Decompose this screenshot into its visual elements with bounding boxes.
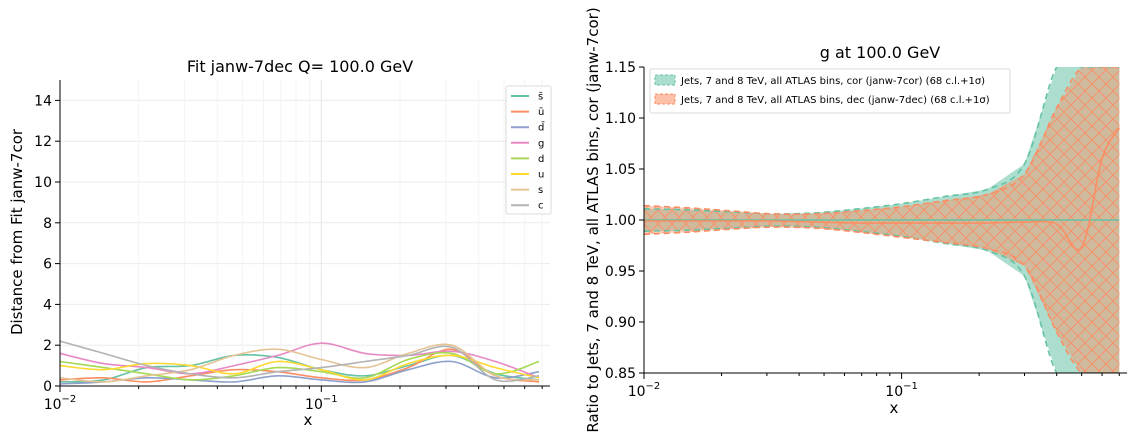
left-y-axis-label: Distance from Fit janw-7cor	[8, 128, 26, 335]
right-legend-swatch	[654, 74, 676, 86]
left-legend-label: u	[538, 170, 544, 181]
right-legend-label: Jets, 7 and 8 TeV, all ATLAS bins, dec (…	[680, 95, 990, 106]
left-x-axis-label: x	[304, 411, 313, 429]
left-legend-frame	[505, 85, 552, 215]
left-legend-label: s̄	[538, 92, 543, 103]
left-y-tick-label: 10	[34, 175, 52, 191]
right-y-tick-label: 0.95	[605, 264, 636, 280]
left-x-ticks: 10−2 10−1	[44, 386, 543, 413]
right-x-axis-label: x	[890, 399, 899, 417]
right-title: g at 100.0 GeV	[820, 43, 941, 62]
left-legend-label: c	[538, 201, 544, 212]
right-x-ticks: 10−2 10−1	[628, 373, 1120, 400]
left-y-tick-label: 14	[34, 93, 52, 109]
left-series-lines	[60, 340, 540, 385]
left-y-ticks: 0 2 4 6 8 10 12 14	[34, 93, 60, 395]
band-lower-edge-1	[644, 225, 1120, 373]
right-y-tick-label: 1.00	[605, 213, 636, 229]
right-y-axis-label: Ratio to Jets, 7 and 8 TeV, all ATLAS bi…	[584, 7, 602, 432]
left-y-tick-label: 0	[43, 379, 52, 395]
series-line-8	[60, 340, 540, 383]
left-legend-label: d̄	[538, 121, 544, 134]
right-legend-swatch	[654, 93, 676, 105]
right-legend: Jets, 7 and 8 TeV, all ATLAS bins, cor (…	[649, 68, 1011, 114]
band-upper-edge-2	[644, 67, 1120, 216]
right-y-tick-label: 0.90	[605, 315, 636, 331]
left-y-tick-label: 6	[43, 257, 52, 273]
series-line-3	[60, 360, 540, 385]
series-line-6	[60, 354, 540, 381]
left-x-tick-label: 10−2	[44, 394, 77, 413]
series-line-7	[60, 343, 540, 383]
band-lower-edge-2	[644, 226, 1120, 373]
left-y-tick-label: 2	[43, 338, 52, 354]
left-x-tick-label: 10−1	[305, 394, 338, 413]
right-y-tick-label: 1.15	[605, 60, 636, 76]
right-y-tick-label: 0.85	[605, 366, 636, 382]
right-y-ticks: 0.85 0.90 0.95 1.00 1.05 1.10 1.15	[605, 60, 644, 382]
series-line-2	[60, 348, 540, 383]
series-line-4	[60, 342, 540, 379]
right-y-tick-label: 1.05	[605, 162, 636, 178]
right-y-tick-label: 1.10	[605, 111, 636, 127]
left-legend-label: s	[538, 185, 543, 196]
central-line-2	[644, 127, 1120, 251]
left-legend-label: g	[538, 138, 544, 149]
band-upper-edge-1	[644, 67, 1120, 215]
left-legend-label: d	[538, 154, 544, 165]
right-legend-label: Jets, 7 and 8 TeV, all ATLAS bins, cor (…	[680, 76, 985, 87]
series-line-5	[60, 351, 540, 381]
left-legend-label: ū	[538, 107, 544, 118]
left-y-tick-label: 8	[43, 216, 52, 232]
left-title: Fit janw-7dec Q= 100.0 GeV	[187, 57, 413, 76]
left-grid	[59, 80, 550, 387]
right-x-tick-label: 10−2	[628, 381, 661, 400]
left-chart: Fit janw-7dec Q= 100.0 GeV 0 2 4 6 8 10 12 14 1…	[8, 57, 552, 429]
left-y-tick-label: 12	[34, 134, 52, 150]
right-chart: g at 100.0 GeV 0.85 0.90 0.95 1.00 1.05 1.10 1…	[584, 7, 1127, 432]
right-x-tick-label: 10−1	[885, 381, 918, 400]
right-legend-frame	[649, 68, 1011, 114]
left-y-tick-label: 4	[43, 297, 52, 313]
right-bands	[644, 67, 1120, 373]
